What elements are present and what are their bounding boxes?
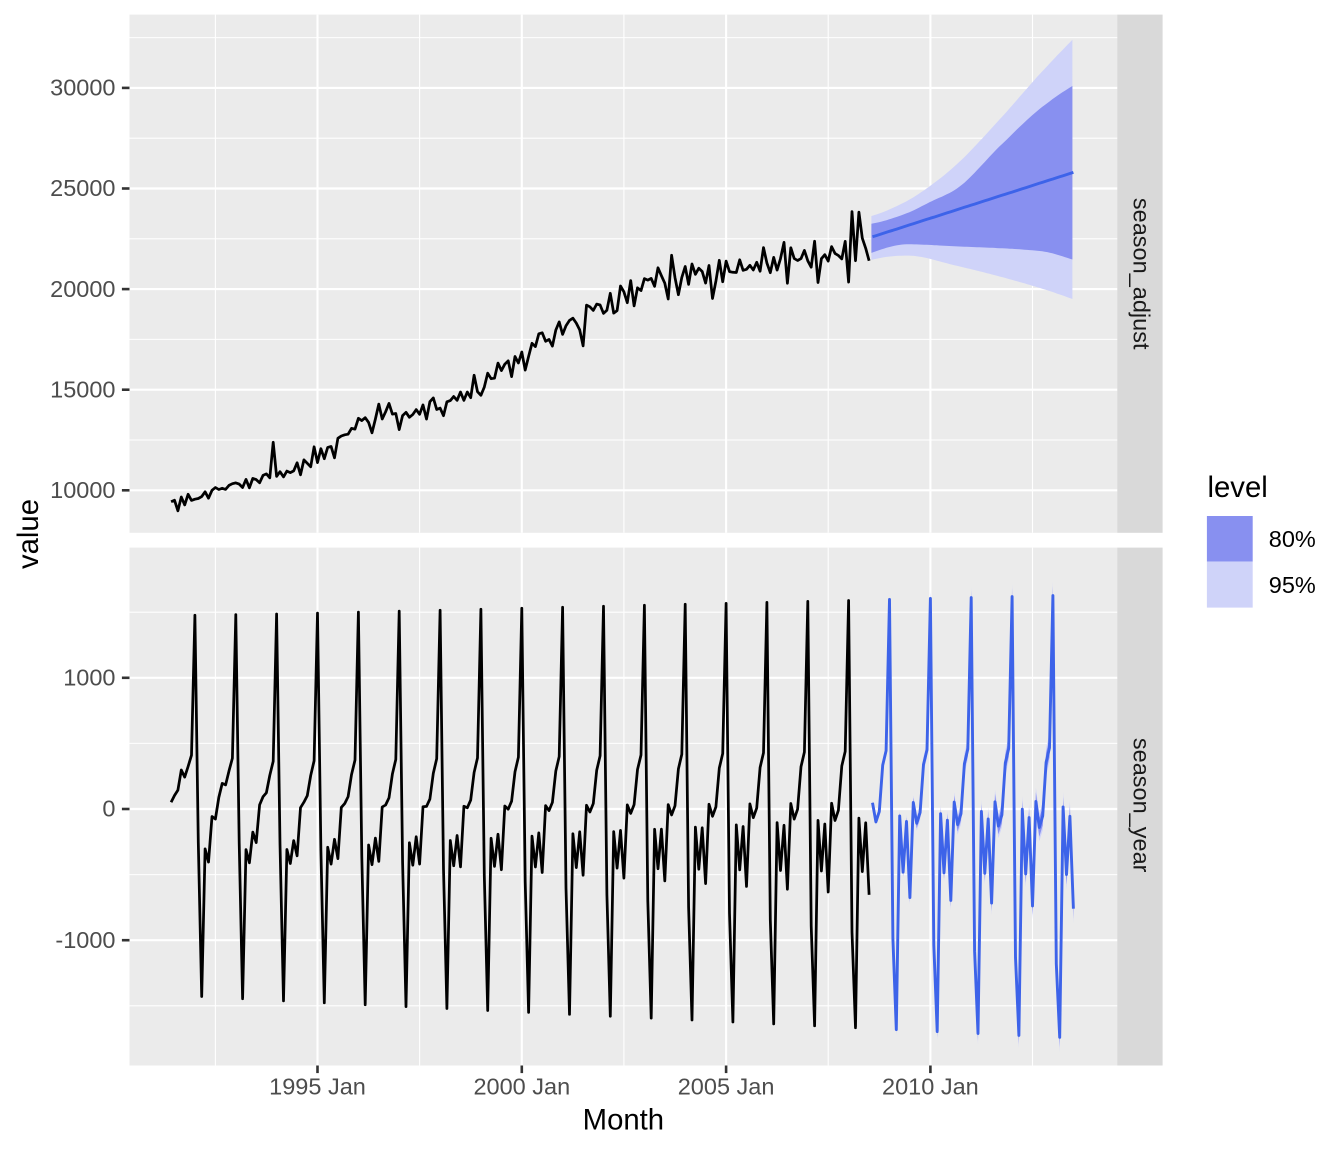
- svg-text:20000: 20000: [50, 276, 115, 302]
- svg-text:15000: 15000: [50, 376, 115, 402]
- svg-text:2010 Jan: 2010 Jan: [882, 1074, 979, 1100]
- svg-text:95%: 95%: [1269, 572, 1316, 598]
- svg-text:value: value: [12, 499, 45, 569]
- svg-text:Month: Month: [583, 1104, 664, 1137]
- svg-text:2000 Jan: 2000 Jan: [473, 1074, 570, 1100]
- svg-text:2005 Jan: 2005 Jan: [678, 1074, 775, 1100]
- svg-text:80%: 80%: [1269, 526, 1316, 552]
- svg-text:1995 Jan: 1995 Jan: [269, 1074, 366, 1100]
- svg-text:0: 0: [102, 796, 115, 822]
- svg-text:10000: 10000: [50, 477, 115, 503]
- svg-text:season_adjust: season_adjust: [1129, 198, 1155, 350]
- svg-text:1000: 1000: [63, 665, 115, 691]
- svg-text:25000: 25000: [50, 175, 115, 201]
- svg-text:30000: 30000: [50, 75, 115, 101]
- svg-text:-1000: -1000: [55, 927, 115, 953]
- svg-text:level: level: [1208, 471, 1268, 504]
- svg-text:season_year: season_year: [1129, 738, 1155, 873]
